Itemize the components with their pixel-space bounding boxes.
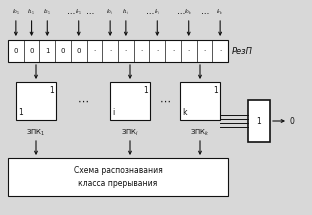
Text: ·: · [140,48,143,54]
Text: ·: · [219,48,221,54]
Text: i: i [112,108,114,117]
Text: $I_{r_k}$: $I_{r_k}$ [217,7,224,17]
Text: ЗПК$_i$: ЗПК$_i$ [121,128,139,138]
Text: ·: · [93,48,95,54]
Text: $I_{r_1}$: $I_{r_1}$ [75,7,82,17]
Text: РезП: РезП [232,46,253,55]
Text: 0: 0 [290,117,295,126]
Text: $\cdots$: $\cdots$ [176,8,186,17]
Text: 0: 0 [29,48,34,54]
Text: 1: 1 [18,108,23,117]
Text: 1: 1 [49,86,54,95]
Bar [16,82,56,120]
Bar [8,40,228,62]
Text: 0: 0 [76,48,81,54]
Text: $I_{2_1}$: $I_{2_1}$ [43,7,51,17]
Bar [110,82,150,120]
Text: ·: · [188,48,190,54]
Text: 1: 1 [257,117,261,126]
Text: ·: · [109,48,111,54]
Text: ЗПК$_k$: ЗПК$_k$ [190,128,210,138]
Text: ·: · [125,48,127,54]
Text: $\cdots$: $\cdots$ [77,96,89,106]
Text: ·: · [172,48,174,54]
Text: 0: 0 [14,48,18,54]
Text: k: k [182,108,187,117]
Text: $I_{0_1}$: $I_{0_1}$ [12,7,20,17]
Text: ·: · [203,48,206,54]
Bar [248,100,270,142]
Text: $I_{1_1}$: $I_{1_1}$ [27,7,36,17]
Text: $\cdots$: $\cdots$ [66,8,76,17]
Text: $I_{r_i}$: $I_{r_i}$ [154,7,160,17]
Text: $\cdots$: $\cdots$ [200,8,209,17]
Text: $I_{1_i}$: $I_{1_i}$ [122,7,129,17]
Bar [8,158,228,196]
Text: 1: 1 [213,86,218,95]
Bar [180,82,220,120]
Text: 1: 1 [45,48,50,54]
Text: 1: 1 [143,86,148,95]
Text: $I_{0_k}$: $I_{0_k}$ [184,7,193,17]
Text: $\cdots$: $\cdots$ [85,8,95,17]
Text: ·: · [156,48,158,54]
Text: $\cdots$: $\cdots$ [145,8,154,17]
Text: Схема распознавания
класса прерывания: Схема распознавания класса прерывания [74,166,162,188]
Text: $I_{0_i}$: $I_{0_i}$ [106,7,114,17]
Text: 0: 0 [61,48,65,54]
Text: ЗПК$_1$: ЗПК$_1$ [26,128,46,138]
Text: $\cdots$: $\cdots$ [159,96,171,106]
